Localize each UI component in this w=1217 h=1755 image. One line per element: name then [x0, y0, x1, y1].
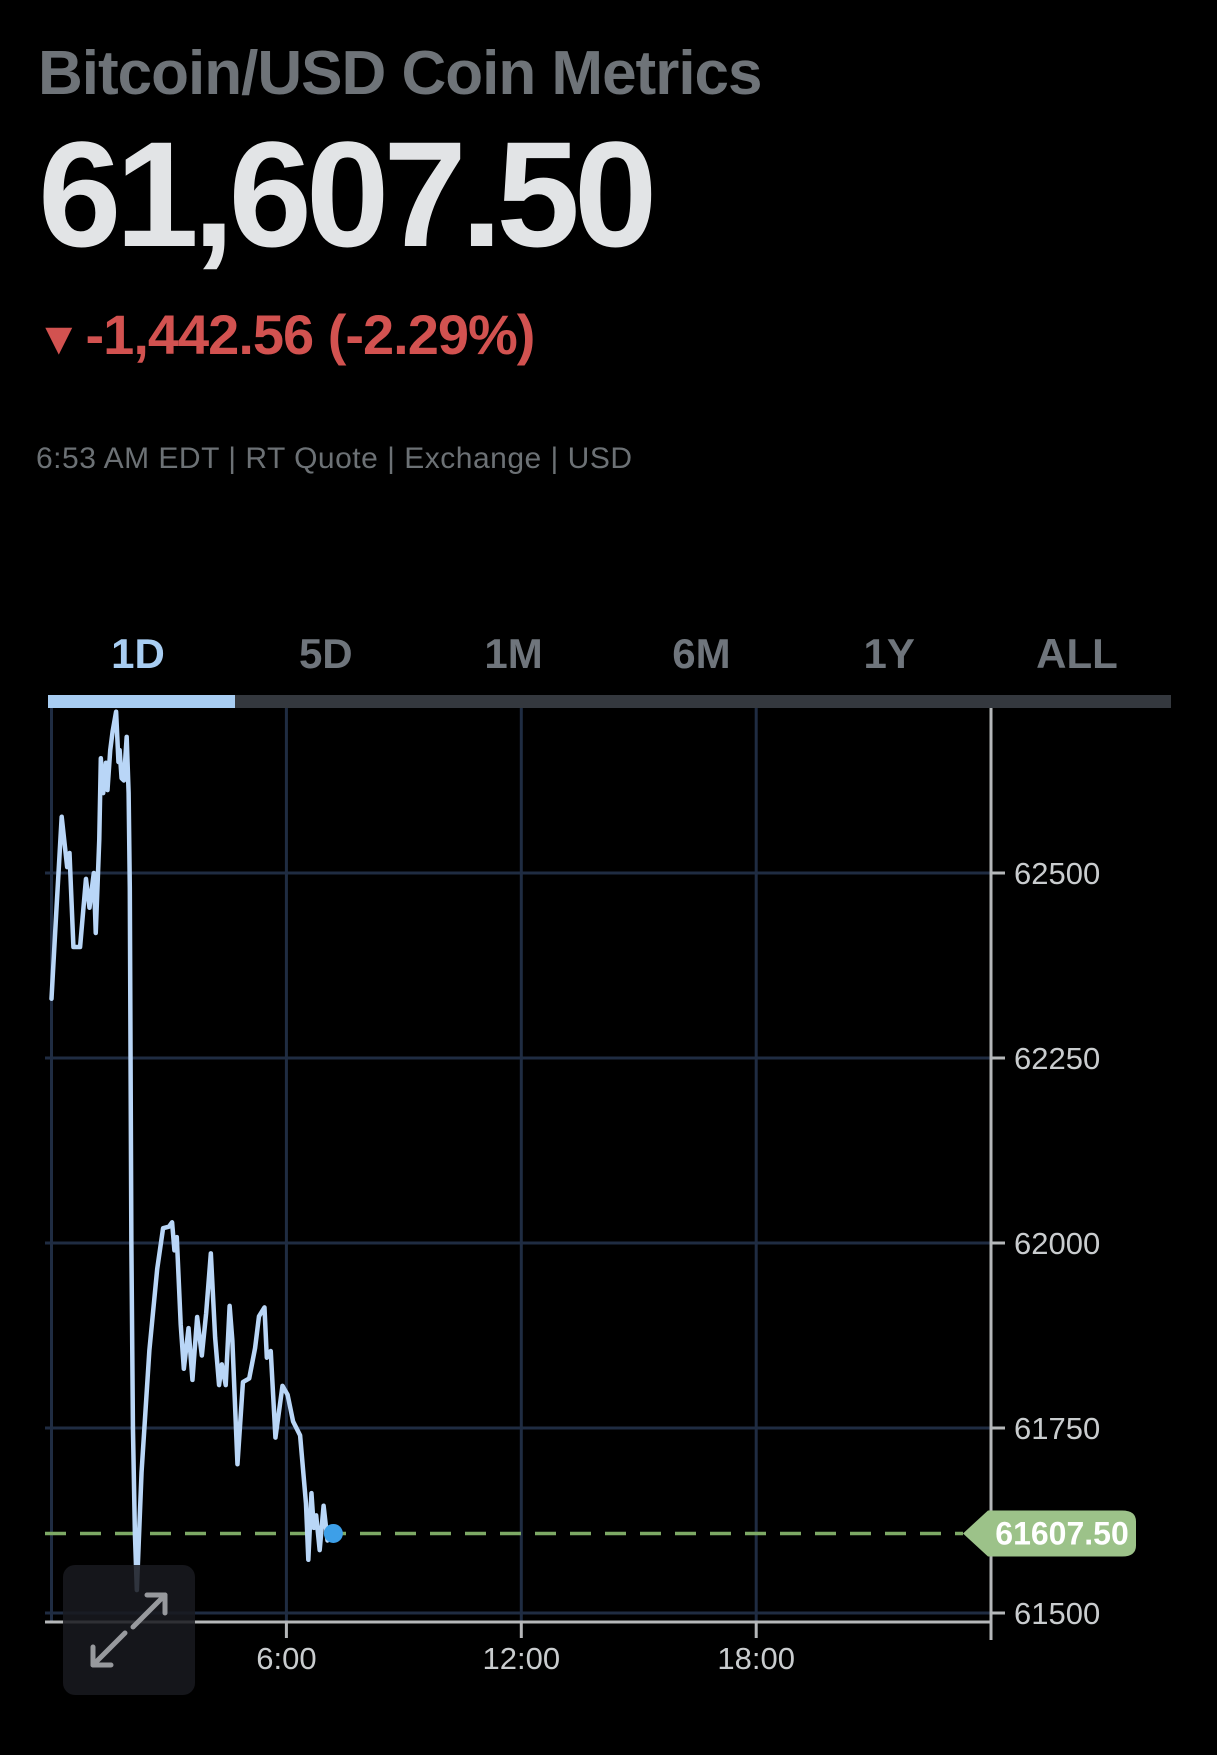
tab-1m[interactable]: 1M	[484, 630, 543, 677]
last-price-badge-label: 61607.50	[995, 1515, 1128, 1551]
tab-all[interactable]: ALL	[1036, 630, 1118, 677]
tab-1y[interactable]: 1Y	[863, 630, 915, 677]
tab-indicator-active	[48, 695, 235, 708]
fullscreen-toggle-button[interactable]	[63, 1565, 195, 1695]
x-tick-label: 18:00	[717, 1641, 795, 1676]
down-triangle-icon: ▼	[36, 312, 82, 364]
y-tick-label: 61500	[1014, 1596, 1100, 1631]
current-price: 61,607.50	[38, 110, 657, 278]
price-line	[49, 709, 336, 1593]
last-price-dot	[323, 1523, 343, 1543]
y-tick-label: 61750	[1014, 1411, 1100, 1446]
x-tick-label: 6:00	[256, 1641, 316, 1676]
y-tick-label: 62250	[1014, 1041, 1100, 1076]
y-tick-label: 62500	[1014, 856, 1100, 891]
expand-arrows-icon	[90, 1592, 168, 1668]
y-tick-label: 62000	[1014, 1226, 1100, 1261]
price-change-value: -1,442.56 (-2.29%)	[85, 303, 536, 366]
tab-indicator-track	[48, 695, 1171, 708]
tab-6m[interactable]: 6M	[672, 630, 731, 677]
page-title: Bitcoin/USD Coin Metrics	[38, 39, 763, 108]
tab-5d[interactable]: 5D	[298, 630, 353, 677]
x-tick-label: 12:00	[483, 1641, 561, 1676]
last-price-badge	[963, 1510, 1136, 1557]
quote-meta-line: 6:53 AM EDT | RT Quote | Exchange | USD	[36, 442, 633, 475]
tab-1d[interactable]: 1D	[111, 630, 165, 677]
price-change: ▼ -1,442.56 (-2.29%)	[36, 302, 536, 367]
